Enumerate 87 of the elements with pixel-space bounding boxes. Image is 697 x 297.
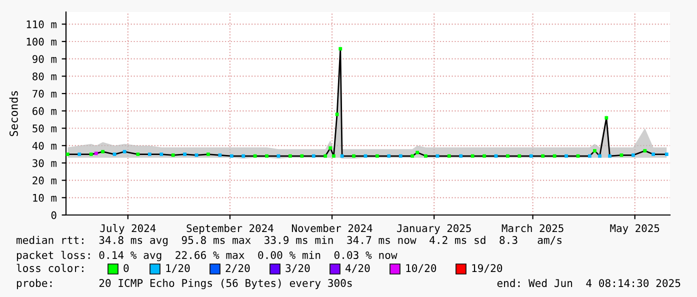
point bbox=[300, 154, 304, 158]
y-tick-label: 110 m bbox=[26, 20, 56, 28]
legend-label: 3/20 bbox=[286, 264, 310, 273]
point bbox=[552, 154, 556, 158]
point bbox=[312, 154, 316, 158]
point bbox=[78, 152, 82, 156]
point bbox=[328, 146, 332, 150]
point bbox=[593, 149, 596, 153]
point bbox=[608, 154, 612, 158]
point bbox=[122, 150, 126, 154]
point bbox=[631, 153, 635, 157]
point bbox=[101, 150, 105, 154]
point bbox=[518, 154, 522, 158]
x-tick-label: September 2024 bbox=[186, 224, 274, 234]
point bbox=[218, 153, 222, 157]
point bbox=[324, 154, 328, 158]
x-tick-label: May 2025 bbox=[610, 224, 660, 234]
point bbox=[529, 154, 533, 158]
point bbox=[160, 152, 164, 156]
point bbox=[338, 47, 342, 50]
point bbox=[183, 152, 186, 156]
text: probe: 20 ICMP Echo Pings (56 Bytes) every 300s bbox=[16, 278, 352, 290]
y-tick-label: 80 m bbox=[32, 72, 56, 80]
point bbox=[230, 154, 234, 158]
point bbox=[470, 154, 474, 158]
text: packet loss: 0.14 % avg 22.66 % max 0.00 % min 0.03 % now bbox=[16, 250, 398, 262]
legend-title: loss color: bbox=[16, 264, 84, 272]
point bbox=[387, 154, 391, 158]
point bbox=[564, 154, 568, 158]
x-tick-label: November 2024 bbox=[292, 224, 372, 232]
point bbox=[253, 154, 257, 158]
x-tick-label: January 2025 bbox=[397, 224, 471, 234]
y-tick-label: 90 m bbox=[32, 55, 56, 63]
point bbox=[424, 154, 428, 158]
point bbox=[148, 152, 152, 156]
point bbox=[398, 154, 402, 158]
y-tick-label: 0 bbox=[51, 211, 56, 220]
legend-label: 19/20 bbox=[472, 264, 502, 273]
point bbox=[541, 154, 545, 158]
point bbox=[416, 150, 420, 154]
point bbox=[94, 152, 98, 156]
y-tick-label: 50 m bbox=[32, 124, 56, 132]
text: median rtt: 34.8 ms avg 95.8 ms max 33.9 ms min 34.7 ms now 4.2 ms sd 8.3 am/s bbox=[16, 236, 562, 246]
point bbox=[206, 152, 210, 156]
y-tick-label: 20 m bbox=[32, 176, 56, 184]
y-tick-label: 40 m bbox=[32, 142, 56, 150]
y-tick-label: 100 m bbox=[26, 38, 56, 46]
point bbox=[352, 154, 356, 158]
point bbox=[447, 154, 451, 158]
point bbox=[620, 153, 624, 157]
x-tick-label: July 2024 bbox=[100, 224, 156, 234]
point bbox=[664, 152, 668, 156]
point bbox=[459, 154, 463, 158]
legend-label: 1/20 bbox=[166, 264, 190, 273]
point bbox=[136, 152, 140, 156]
point bbox=[335, 112, 339, 116]
point bbox=[506, 154, 510, 158]
point bbox=[482, 154, 486, 158]
y-axis-title: Seconds bbox=[9, 91, 18, 136]
point bbox=[652, 152, 655, 156]
point bbox=[588, 154, 592, 158]
point bbox=[598, 154, 602, 158]
legend-label: 4/20 bbox=[346, 264, 370, 273]
point bbox=[89, 152, 93, 156]
point bbox=[410, 154, 414, 158]
text: end: Wed Jun 4 08:14:30 2025 bbox=[497, 278, 680, 288]
point bbox=[643, 149, 647, 153]
point bbox=[376, 154, 379, 158]
point bbox=[604, 116, 608, 120]
point bbox=[112, 152, 116, 156]
point bbox=[332, 154, 336, 158]
y-tick-label: 30 m bbox=[32, 159, 56, 168]
y-tick-label: 10 m bbox=[33, 194, 56, 202]
point bbox=[436, 154, 440, 158]
y-tick-label: 60 m bbox=[32, 107, 56, 116]
legend-label: 2/20 bbox=[226, 264, 250, 273]
point bbox=[66, 152, 70, 156]
point bbox=[265, 154, 268, 158]
x-tick-label: March 2025 bbox=[502, 224, 564, 232]
point bbox=[242, 154, 246, 158]
point bbox=[340, 154, 344, 158]
point bbox=[194, 153, 198, 157]
legend-label: 10/20 bbox=[406, 264, 436, 273]
y-tick-label: 70 m bbox=[32, 90, 56, 98]
legend-label: 0 bbox=[124, 264, 129, 272]
point bbox=[171, 153, 175, 157]
point bbox=[288, 154, 292, 158]
